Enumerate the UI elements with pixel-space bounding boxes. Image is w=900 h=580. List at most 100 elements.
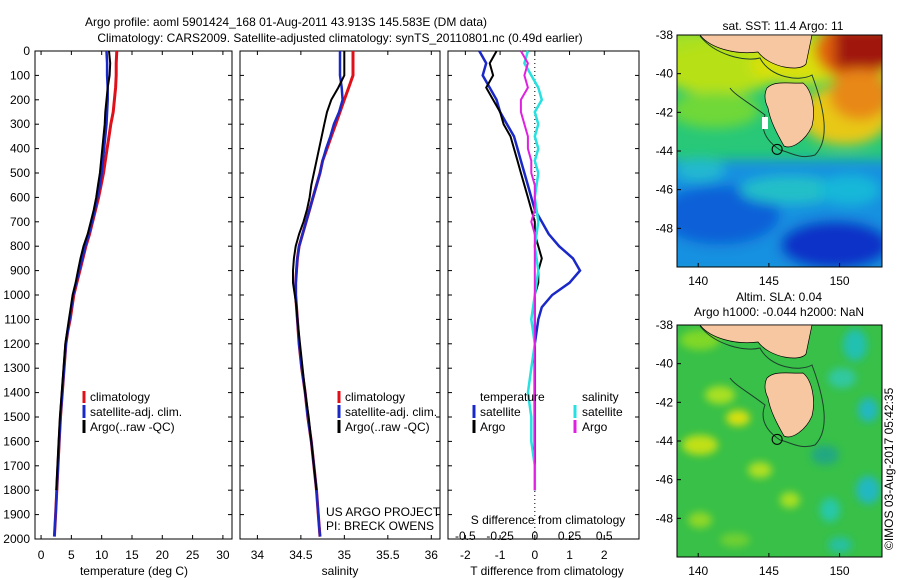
- map-y-tick-label: -46: [656, 183, 674, 197]
- legend-label-argo: Argo(..raw -QC): [90, 420, 175, 434]
- argo-float-marker: [771, 433, 783, 445]
- project-annotation: US ARGO PROJECT: [326, 505, 441, 519]
- x-tick-label: 36: [425, 548, 439, 562]
- depth-tick-label: 1700: [3, 459, 30, 473]
- depth-tick-label: 0: [23, 44, 30, 58]
- sla-map-axes: 140 145 150 -38 -40 -42 -44 -46 -48: [656, 318, 850, 578]
- depth-tick-label: 1400: [3, 386, 30, 400]
- map-y-tick-label: -38: [656, 28, 674, 42]
- x-tick-label: 34.5: [289, 548, 313, 562]
- sst-map-title: sat. SST: 11.4 Argo: 11: [723, 19, 844, 33]
- map-y-tick-label: -48: [656, 221, 674, 235]
- legend-label-temp-satellite: satellite: [480, 405, 521, 419]
- argo-float-marker: [771, 143, 783, 155]
- figure-title-line2: Climatology: CARS2009. Satellite-adjuste…: [97, 31, 582, 45]
- temperature-legend: climatology satellite-adj. clim. Argo(..…: [82, 390, 182, 434]
- temperature-axis-label: temperature (deg C): [80, 564, 188, 578]
- isobath-contour: [699, 325, 825, 448]
- series-line-argo-raw-qc: [292, 51, 346, 491]
- legend-label-argo: Argo(..raw -QC): [345, 420, 430, 434]
- x-tick-label: 5: [68, 548, 75, 562]
- depth-tick-label: 1100: [4, 312, 30, 326]
- map-x-tick-label: 140: [688, 274, 708, 288]
- x-tick-label: 2: [601, 548, 608, 562]
- map-y-tick-label: -46: [656, 473, 674, 487]
- x-tick-label: 30: [216, 548, 230, 562]
- x-tick-label: 1: [566, 548, 573, 562]
- map-x-tick-label: 145: [759, 564, 779, 578]
- legend-title-temperature: temperature: [480, 390, 545, 404]
- sla-map-title-line1: Altim. SLA: 0.04: [736, 290, 822, 304]
- difference-plot: -2 -1 0 1 2 -0.5 -0.25 0 0.25 0.5: [455, 50, 613, 562]
- s-tick-label: 0.25: [558, 529, 582, 543]
- sla-map-title-line2: Argo h1000: -0.044 h2000: NaN: [694, 305, 864, 319]
- depth-tick-label: 1300: [3, 361, 30, 375]
- legend-label-sal-argo: Argo: [582, 420, 608, 434]
- s-tick-label: -0.5: [455, 529, 476, 543]
- depth-tick-label: 1000: [3, 288, 30, 302]
- map-y-tick-label: -38: [656, 318, 674, 332]
- depth-tick-label: 700: [10, 215, 30, 229]
- x-tick-label: 10: [95, 548, 109, 562]
- map-y-tick-label: -40: [656, 357, 674, 371]
- difference-legend: temperature satellite Argo salinity sate…: [472, 390, 623, 434]
- map-x-tick-label: 140: [688, 564, 708, 578]
- depth-tick-label: 1800: [3, 483, 30, 497]
- salinity-panel: [239, 50, 441, 540]
- legend-label-climatology: climatology: [345, 390, 405, 404]
- t-difference-axis-label: T difference from climatology: [470, 564, 624, 578]
- x-tick-label: 15: [125, 548, 139, 562]
- tasmania: [764, 82, 814, 148]
- x-tick-label: 25: [186, 548, 200, 562]
- map-y-tick-label: -44: [656, 434, 674, 448]
- s-tick-label: -0.25: [486, 529, 514, 543]
- legend-label-climatology: climatology: [90, 390, 150, 404]
- depth-tick-label: 1900: [3, 508, 30, 522]
- map-x-tick-label: 150: [830, 564, 850, 578]
- temperature-plot: 0 5 10 15 20 25 30: [38, 50, 230, 562]
- legend-label-satellite: satellite-adj. clim.: [90, 405, 182, 419]
- sst-map-axes: 140 145 150 -38 -40 -42 -44 -46 -48: [656, 28, 850, 288]
- salinity-legend: climatology satellite-adj. clim. Argo(..…: [337, 390, 437, 434]
- series-line-salinity-argo: [519, 50, 536, 491]
- x-tick-label: 35.5: [376, 548, 400, 562]
- tasmania: [764, 372, 814, 438]
- depth-tick-label: 500: [10, 166, 30, 180]
- map-x-tick-label: 150: [830, 274, 850, 288]
- salinity-plot: 34 34.5 35 35.5 36: [251, 51, 439, 562]
- depth-tick-label: 900: [10, 264, 30, 278]
- imos-watermark: ©IMOS 03-Aug-2017 05:42:35: [882, 387, 896, 550]
- map-x-tick-label: 145: [759, 274, 779, 288]
- series-line-satellite-adj-clim: [53, 50, 109, 537]
- australia-mainland: [699, 35, 813, 69]
- map-y-tick-label: -44: [656, 144, 674, 158]
- depth-tick-label: 600: [10, 190, 30, 204]
- depth-axis: 0 100 200 300 400 500 600 700 800 900 1000 1100 1200…: [3, 44, 639, 546]
- temperature-panel: [34, 50, 233, 540]
- x-tick-label: -2: [460, 548, 471, 562]
- depth-tick-label: 200: [10, 93, 30, 107]
- australia-mainland: [699, 325, 813, 359]
- map-y-tick-label: -48: [656, 511, 674, 525]
- depth-tick-label: 2000: [3, 532, 30, 546]
- sla-map: [677, 325, 882, 557]
- depth-tick-label: 100: [10, 68, 30, 82]
- legend-label-satellite: satellite-adj. clim.: [345, 405, 437, 419]
- depth-tick-label: 400: [10, 142, 30, 156]
- depth-tick-label: 1500: [3, 410, 30, 424]
- figure-title-line1: Argo profile: aoml 5901424_168 01-Aug-20…: [85, 15, 487, 29]
- s-difference-axis-label: S difference from climatology: [471, 513, 626, 527]
- depth-tick-label: 800: [10, 239, 30, 253]
- s-tick-label: 0.5: [596, 529, 613, 543]
- legend-label-temp-argo: Argo: [480, 420, 506, 434]
- isobath-contour: [699, 35, 825, 158]
- map-y-tick-label: -42: [656, 395, 674, 409]
- depth-tick-label: 1200: [3, 337, 30, 351]
- x-tick-label: -1: [495, 548, 506, 562]
- series-line-argo-raw-qc: [55, 50, 112, 491]
- sst-map: [677, 35, 882, 267]
- x-tick-label: 35: [338, 548, 352, 562]
- map-y-tick-label: -40: [656, 67, 674, 81]
- s-tick-label: 0: [531, 529, 538, 543]
